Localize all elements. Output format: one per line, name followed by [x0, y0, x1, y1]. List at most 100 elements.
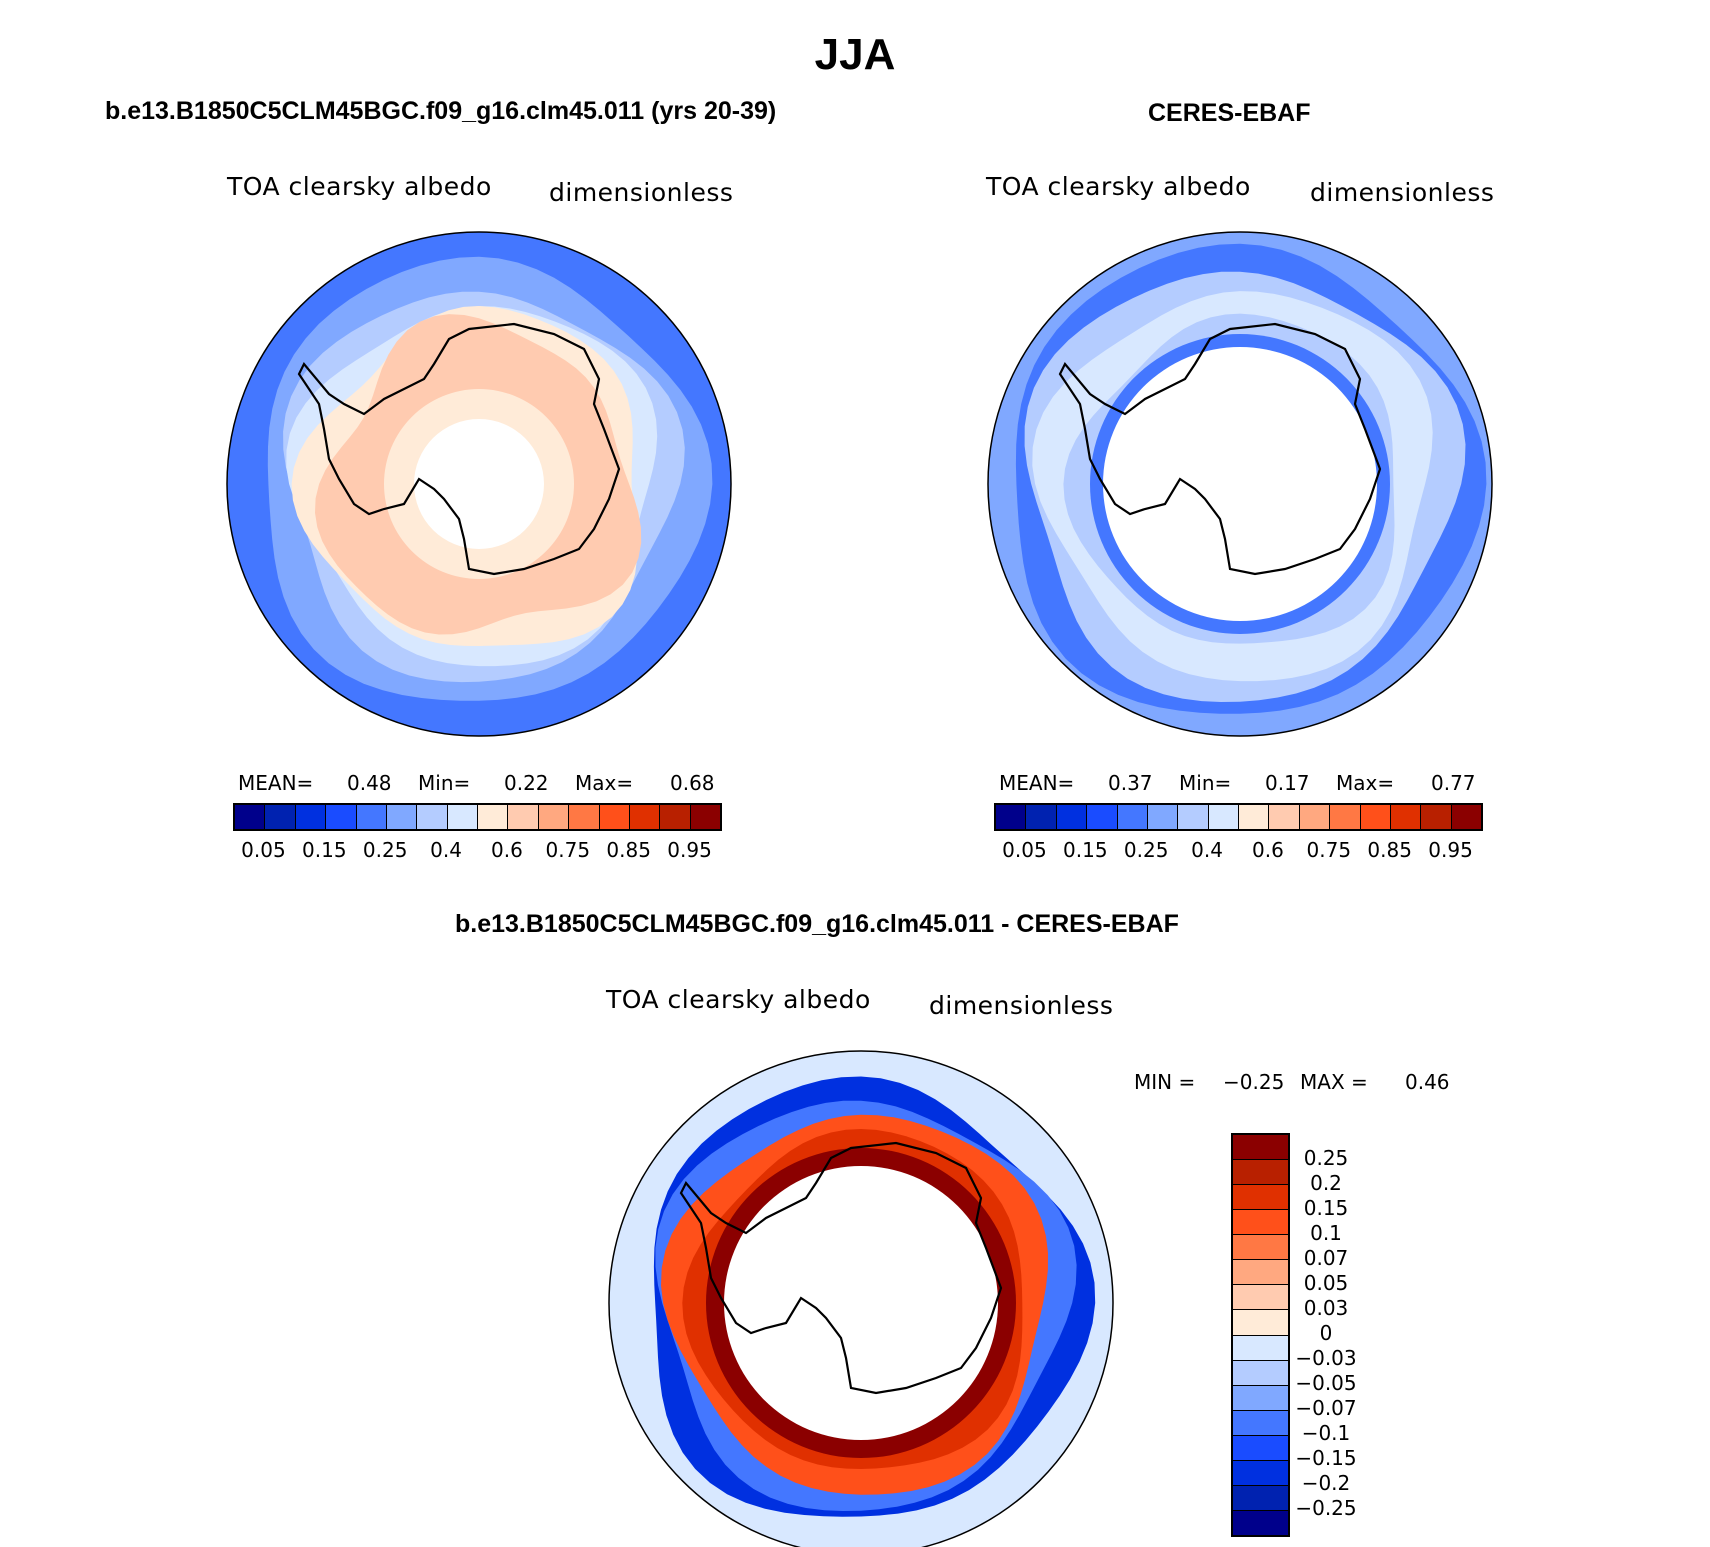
colorbar-swatch [660, 805, 691, 829]
panel1-title: b.e13.B1850C5CLM45BGC.f09_g16.clm45.011 … [105, 97, 777, 125]
colorbar-swatch [1233, 1335, 1288, 1361]
panel2-variable: TOA clearsky albedo [986, 172, 1251, 201]
map-boundary [226, 231, 732, 737]
colorbar-tick-label: 0.05 [1002, 838, 1047, 862]
colorbar-swatch [1233, 1285, 1288, 1311]
panel2-mean-label: MEAN= [999, 771, 1075, 795]
colorbar-swatch [1330, 805, 1361, 829]
figure-title: JJA [814, 30, 896, 79]
contour-region [414, 419, 544, 549]
colorbar-tick-label: −0.1 [1301, 1421, 1351, 1445]
colorbar-swatch [1233, 1485, 1288, 1511]
colorbar-swatch [326, 805, 357, 829]
colorbar-swatch [1233, 1210, 1288, 1236]
colorbar-swatch [1360, 805, 1391, 829]
panel2-map [987, 231, 1493, 737]
map-boundary [987, 231, 1493, 737]
colorbar-swatch [235, 805, 266, 829]
contour-region [724, 1166, 998, 1440]
colorbar-tick-label: 0.95 [667, 838, 712, 862]
panel2-min-label: Min= [1179, 771, 1232, 795]
colorbar-tick-label: −0.15 [1295, 1446, 1357, 1470]
colorbar-tick-label: 0.05 [1303, 1271, 1349, 1295]
panel3-max: 0.46 [1405, 1070, 1450, 1094]
antarctica-coastline [679, 1141, 1003, 1395]
colorbar-swatch [1233, 1360, 1288, 1386]
colorbar-swatch [1421, 805, 1452, 829]
colorbar-swatch [1056, 805, 1088, 829]
colorbar-swatch [1269, 805, 1300, 829]
panel1-max: 0.68 [670, 771, 715, 795]
panel3-min-label: MIN = [1134, 1070, 1196, 1094]
colorbar-swatch [508, 805, 539, 829]
panel1-variable: TOA clearsky albedo [227, 172, 492, 201]
colorbar-swatch [447, 805, 478, 829]
colorbar-swatch [1233, 1460, 1288, 1486]
colorbar-tick-label: 0.1 [1310, 1221, 1342, 1245]
panel3-colorbar [1231, 1133, 1290, 1537]
colorbar-swatch [417, 805, 448, 829]
colorbar-swatch [1233, 1260, 1288, 1286]
colorbar-swatch [1233, 1510, 1288, 1535]
panel3-min: −0.25 [1223, 1070, 1285, 1094]
colorbar-tick-label: 0.85 [1367, 838, 1412, 862]
colorbar-swatch [1208, 805, 1239, 829]
colorbar-swatch [1233, 1310, 1288, 1336]
antarctica-coastline [297, 322, 621, 576]
colorbar-tick-label: −0.07 [1295, 1396, 1357, 1420]
panel2-colorbar [994, 803, 1483, 831]
panel1-units: dimensionless [549, 178, 734, 207]
colorbar-swatch [1233, 1435, 1288, 1461]
colorbar-swatch [599, 805, 630, 829]
panel1-mean-label: MEAN= [238, 771, 314, 795]
colorbar-tick-label: 0.6 [1252, 838, 1284, 862]
colorbar-tick-label: 0.07 [1303, 1246, 1349, 1270]
panel1-colorbar [233, 803, 722, 831]
panel2-max: 0.77 [1431, 771, 1476, 795]
panel1-map [226, 231, 732, 737]
colorbar-swatch [1451, 805, 1481, 829]
colorbar-swatch [569, 805, 600, 829]
colorbar-tick-label: 0.95 [1428, 838, 1473, 862]
panel2-units: dimensionless [1310, 178, 1495, 207]
colorbar-tick-label: −0.25 [1295, 1496, 1357, 1520]
colorbar-swatch [1233, 1135, 1288, 1161]
colorbar-tick-label: 0.4 [430, 838, 462, 862]
colorbar-swatch [1239, 805, 1270, 829]
colorbar-tick-label: −0.03 [1295, 1346, 1357, 1370]
colorbar-swatch [1233, 1185, 1288, 1211]
panel3-map [608, 1050, 1114, 1547]
panel2-mean: 0.37 [1108, 771, 1153, 795]
colorbar-swatch [1233, 1410, 1288, 1436]
colorbar-tick-label: 0.6 [491, 838, 523, 862]
colorbar-swatch [1026, 805, 1057, 829]
panel2-min: 0.17 [1265, 771, 1310, 795]
colorbar-tick-label: 0.03 [1303, 1296, 1349, 1320]
panel3-max-label: MAX = [1300, 1070, 1368, 1094]
colorbar-tick-label: 0.25 [1123, 838, 1169, 862]
colorbar-tick-label: 0.4 [1191, 838, 1223, 862]
map-boundary [608, 1050, 1114, 1547]
colorbar-tick-label: −0.05 [1295, 1371, 1357, 1395]
colorbar-swatch [1117, 805, 1148, 829]
colorbar-swatch [1147, 805, 1179, 829]
antarctica-coastline [1058, 322, 1382, 576]
colorbar-swatch [295, 805, 327, 829]
colorbar-swatch [386, 805, 418, 829]
colorbar-swatch [1178, 805, 1209, 829]
colorbar-swatch [1390, 805, 1422, 829]
contour-region [1103, 347, 1377, 621]
panel2-max-label: Max= [1336, 771, 1395, 795]
colorbar-tick-label: 0.85 [606, 838, 651, 862]
colorbar-tick-label: 0.2 [1310, 1171, 1342, 1195]
colorbar-tick-label: 0.15 [1303, 1196, 1349, 1220]
colorbar-swatch [1233, 1235, 1288, 1261]
colorbar-swatch [538, 805, 570, 829]
colorbar-swatch [690, 805, 720, 829]
colorbar-swatch [996, 805, 1027, 829]
colorbar-tick-label: 0.25 [1303, 1146, 1349, 1170]
colorbar-tick-label: 0.15 [302, 838, 347, 862]
colorbar-swatch [1233, 1385, 1288, 1411]
panel1-max-label: Max= [575, 771, 634, 795]
